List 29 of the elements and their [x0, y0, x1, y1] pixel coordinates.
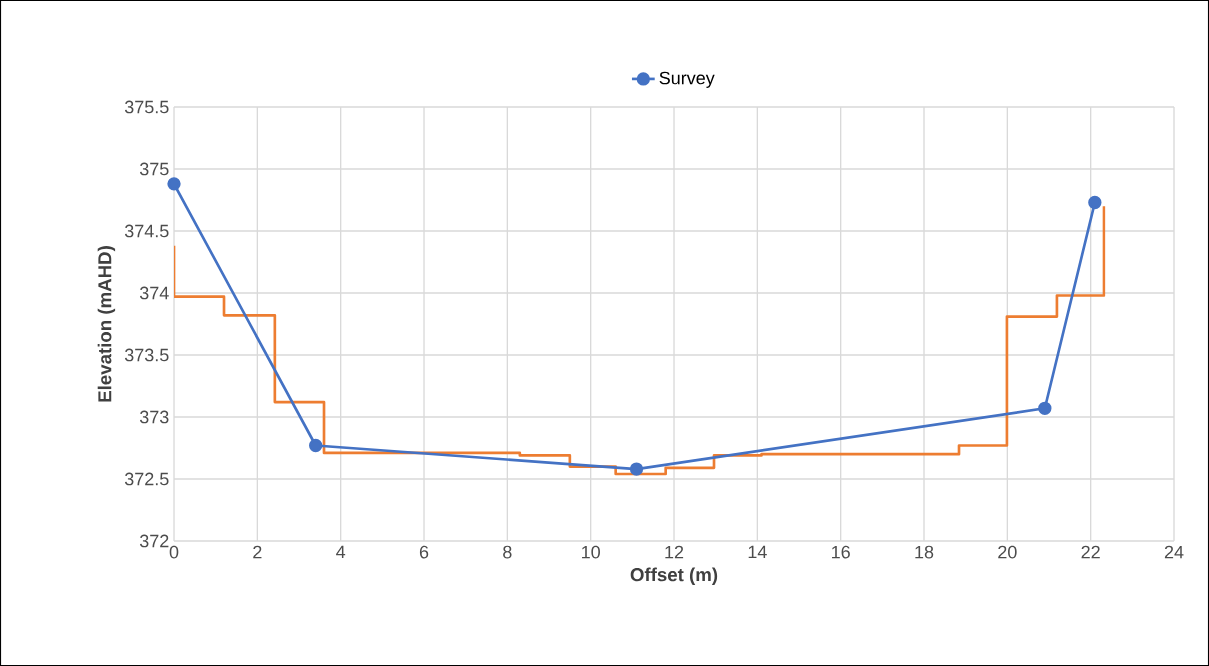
y-tick-label: 373	[139, 410, 169, 424]
x-tick-label: 12	[665, 545, 684, 559]
x-tick-label: 14	[748, 545, 767, 559]
x-tick-label: 2	[253, 545, 262, 559]
x-tick-label: 0	[169, 545, 179, 559]
x-axis-title: Offset (m)	[630, 567, 718, 585]
point	[1038, 401, 1052, 415]
point	[167, 177, 181, 191]
x-tick-label: 6	[419, 545, 429, 559]
x-tick-label: 22	[1081, 545, 1100, 559]
y-tick-label: 372.5	[124, 472, 169, 486]
x-tick-label: 4	[336, 545, 346, 559]
x-tick-label: 18	[915, 545, 934, 559]
point	[1088, 195, 1102, 210]
x-tick-label: 16	[832, 545, 850, 559]
y-tick-label: 372	[139, 534, 169, 548]
y-tick-label: 375	[139, 162, 169, 176]
y-tick-label: 375.5	[124, 100, 169, 114]
x-tick-label: 10	[582, 545, 600, 559]
y-tick-label: 374	[139, 286, 169, 300]
y-tick-label: 373.5	[124, 348, 169, 362]
y-tick-label: 374.5	[124, 224, 169, 238]
y-axis-title: Elevation (mAHD)	[97, 246, 116, 402]
x-tick-label: 20	[998, 545, 1017, 559]
point	[629, 462, 644, 476]
x-tick-label: 8	[503, 545, 512, 559]
x-tick-label: 24	[1164, 545, 1184, 559]
point	[309, 438, 323, 453]
legend-label: Survey	[659, 71, 715, 88]
